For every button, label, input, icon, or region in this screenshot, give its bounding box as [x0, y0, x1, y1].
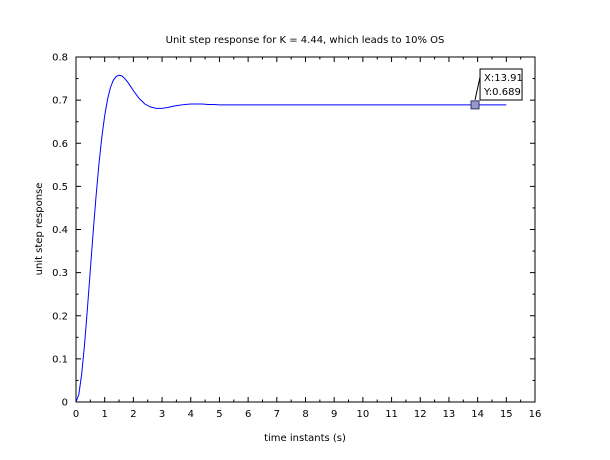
x-tick-label: 5 — [216, 409, 222, 420]
step-response-line — [75, 74, 507, 403]
plot-area — [75, 56, 536, 403]
datatip-y-label: Y:0.689 — [483, 87, 521, 98]
datatip[interactable]: X:13.91 Y:0.689 — [470, 68, 523, 110]
x-tick-label: 0 — [73, 409, 79, 420]
y-tick-label: 0.3 — [52, 268, 68, 279]
x-tick-label: 11 — [385, 409, 398, 420]
x-tick-label: 16 — [529, 409, 542, 420]
datatip-marker[interactable] — [470, 100, 480, 110]
y-tick-label: 0.7 — [52, 96, 68, 107]
x-tick-label: 2 — [130, 409, 136, 420]
x-tick-label: 3 — [159, 409, 165, 420]
x-axis-ticks: 0 1 2 3 4 5 6 7 8 9 10 11 12 13 14 15 16 — [73, 57, 542, 420]
x-tick-label: 6 — [245, 409, 251, 420]
y-tick-label: 0.8 — [52, 53, 68, 64]
datatip-x-label: X:13.91 — [484, 73, 523, 84]
y-tick-label: 0.5 — [52, 182, 68, 193]
x-tick-label: 13 — [443, 409, 456, 420]
x-tick-label: 14 — [471, 409, 484, 420]
x-tick-label: 8 — [302, 409, 308, 420]
x-tick-label: 1 — [102, 409, 108, 420]
x-tick-label: 15 — [500, 409, 513, 420]
datatip-box — [479, 68, 523, 101]
chart-title: Unit step response for K = 4.44, which l… — [166, 35, 445, 46]
x-axis-title: time instants (s) — [264, 433, 346, 444]
datatip-connector — [474, 76, 481, 100]
y-tick-label: 0.1 — [52, 354, 68, 365]
x-tick-label: 9 — [331, 409, 337, 420]
y-tick-label: 0 — [62, 398, 68, 409]
y-tick-label: 0.2 — [52, 311, 68, 322]
y-tick-label: 0.6 — [52, 139, 68, 150]
y-axis-ticks: 0 0.1 0.2 0.3 0.4 0.5 0.6 0.7 0.8 — [52, 53, 535, 409]
series-layer — [75, 74, 507, 403]
x-tick-label: 4 — [188, 409, 194, 420]
y-axis-title: unit step response — [34, 183, 45, 276]
x-tick-label: 12 — [414, 409, 427, 420]
x-tick-label: 10 — [357, 409, 370, 420]
x-tick-label: 7 — [274, 409, 280, 420]
y-tick-label: 0.4 — [52, 225, 68, 236]
